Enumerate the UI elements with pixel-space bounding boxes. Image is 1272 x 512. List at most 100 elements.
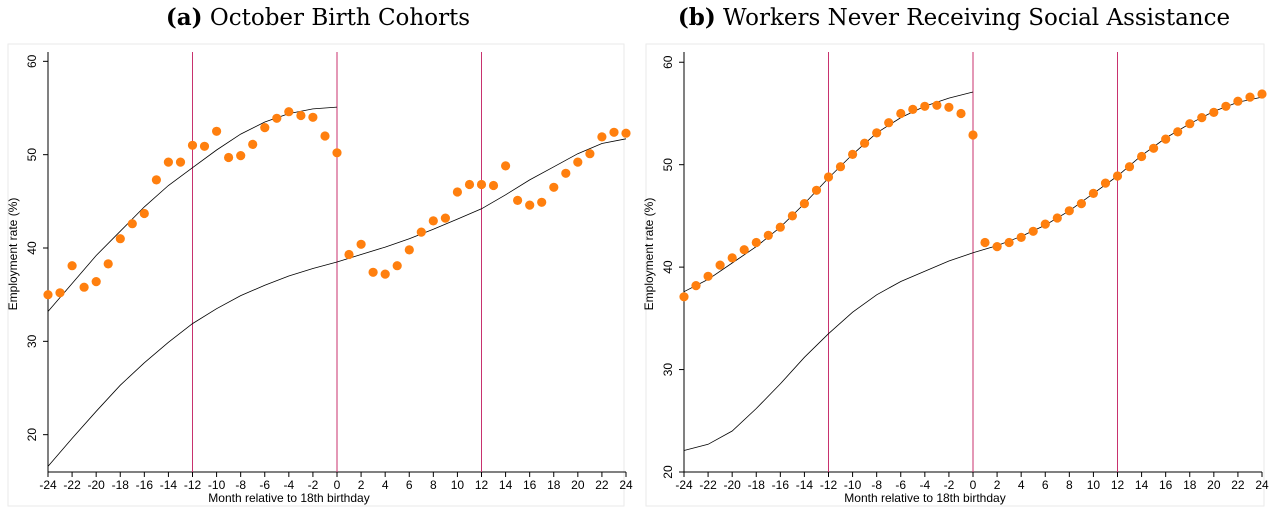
plot-frame [7, 43, 625, 507]
x-tick-label: 8 [430, 478, 437, 492]
data-point [811, 185, 822, 195]
data-point [787, 211, 798, 221]
data-point [91, 277, 101, 287]
data-point [332, 148, 342, 158]
data-point [1221, 101, 1231, 111]
x-tick-label: 14 [499, 478, 513, 492]
data-point [703, 271, 713, 281]
data-point [428, 216, 438, 226]
x-axis-title: Month relative to 18th birthday [208, 491, 369, 505]
data-point [344, 249, 354, 260]
panel-b-tag: (b) [677, 4, 716, 31]
data-point [404, 245, 414, 255]
data-point [884, 118, 894, 128]
data-point [751, 237, 761, 248]
data-point [956, 108, 966, 119]
data-point [848, 149, 858, 159]
panel-a-title: (a) October Birth Cohorts [0, 4, 636, 31]
x-tick-label: -12 [184, 478, 202, 492]
data-point [187, 140, 198, 150]
data-point [835, 162, 846, 172]
data-point [727, 253, 737, 263]
data-point [260, 123, 270, 133]
x-tick-label: 12 [475, 478, 489, 492]
data-point [501, 161, 511, 171]
data-point [1100, 178, 1111, 188]
x-tick-label: 22 [1231, 478, 1245, 492]
data-point [715, 260, 725, 270]
data-point [609, 127, 619, 137]
x-tick-label: 6 [1042, 478, 1049, 492]
x-tick-label: 16 [1159, 478, 1173, 492]
data-point [163, 157, 173, 167]
data-point [416, 227, 426, 237]
data-point [139, 208, 149, 219]
data-point [561, 168, 571, 178]
x-tick-label: -6 [895, 478, 906, 492]
data-point [691, 281, 701, 291]
data-point [920, 101, 930, 111]
data-point [356, 239, 366, 249]
data-point [513, 195, 523, 205]
y-tick-label: 30 [661, 363, 675, 377]
data-point [1245, 92, 1255, 102]
x-tick-label: -14 [796, 478, 814, 492]
data-point [908, 104, 918, 114]
x-tick-label: 14 [1135, 478, 1149, 492]
y-tick-label: 60 [25, 54, 39, 68]
data-point [1016, 232, 1026, 242]
data-point [872, 128, 882, 138]
data-point [1076, 199, 1086, 209]
data-point [1004, 237, 1014, 248]
x-tick-label: -4 [919, 478, 930, 492]
x-tick-label: -12 [820, 478, 838, 492]
data-point [1088, 188, 1098, 198]
x-tick-label: 10 [451, 478, 465, 492]
x-tick-label: -24 [39, 478, 57, 492]
x-tick-label: -2 [308, 478, 319, 492]
x-tick-label: 0 [334, 478, 341, 492]
plot-frame [645, 43, 1265, 507]
data-point [1052, 213, 1062, 223]
x-tick-label: 2 [358, 478, 365, 492]
data-point [1161, 134, 1171, 144]
x-tick-label: -8 [235, 478, 246, 492]
data-point [199, 141, 210, 151]
data-point [127, 219, 137, 229]
data-point [739, 245, 749, 255]
data-point [79, 282, 89, 292]
data-point [224, 152, 234, 163]
x-tick-label: 16 [523, 478, 537, 492]
x-tick-label: 24 [1255, 478, 1269, 492]
data-point [392, 261, 402, 271]
data-point [488, 180, 499, 191]
data-point [896, 108, 906, 119]
x-tick-label: 22 [595, 478, 609, 492]
data-point [932, 100, 942, 110]
panel-a-tag: (a) [165, 4, 203, 31]
x-tick-label: -10 [208, 478, 226, 492]
data-point [43, 290, 53, 300]
data-point [1185, 119, 1195, 129]
x-tick-label: 8 [1066, 478, 1073, 492]
data-point [296, 110, 306, 121]
data-point [1149, 143, 1159, 153]
x-axis-title: Month relative to 18th birthday [844, 491, 1005, 505]
y-tick-label: 50 [661, 158, 675, 172]
data-point [992, 242, 1002, 252]
x-tick-label: -22 [699, 478, 717, 492]
x-tick-label: 18 [547, 478, 561, 492]
data-point [320, 131, 330, 141]
data-point [1209, 107, 1219, 117]
data-point [151, 175, 161, 185]
data-point [440, 213, 450, 223]
x-tick-label: -18 [748, 478, 766, 492]
x-tick-label: 12 [1111, 478, 1125, 492]
data-point [368, 267, 378, 277]
data-point [944, 102, 954, 112]
data-point [1064, 206, 1074, 216]
x-tick-label: -24 [675, 478, 693, 492]
data-point [525, 200, 535, 210]
